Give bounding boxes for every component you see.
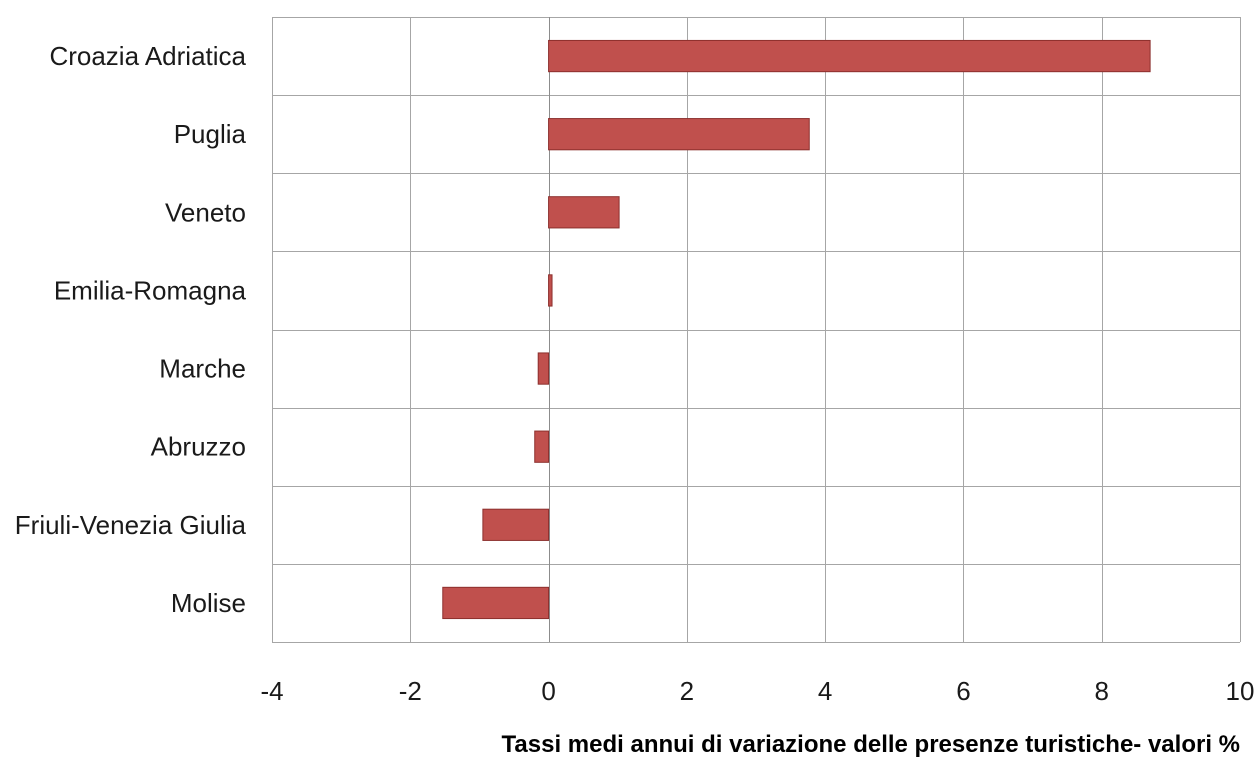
bar-layer [442, 39, 1151, 620]
x-tick-label: 4 [818, 676, 832, 706]
category-label: Croazia Adriatica [49, 41, 246, 71]
category-label: Emilia-Romagna [54, 275, 247, 305]
x-tick-label: 8 [1094, 676, 1108, 706]
x-tick-label: 10 [1226, 676, 1255, 706]
category-label: Friuli-Venezia Giulia [15, 510, 247, 540]
x-axis-ticks: -4 -2 0 2 4 6 8 10 [260, 676, 1254, 706]
category-label: Molise [171, 588, 246, 618]
category-label: Puglia [174, 119, 247, 149]
bar [548, 39, 1151, 73]
grid-layer [272, 17, 1241, 643]
bar [548, 274, 553, 307]
x-tick-label: 2 [680, 676, 694, 706]
category-labels: Croazia Adriatica Puglia Veneto Emilia-Roma… [15, 41, 247, 618]
category-label: Marche [159, 354, 246, 384]
x-tick-label: 6 [956, 676, 970, 706]
bar [482, 508, 550, 541]
bar [442, 586, 550, 620]
bar [548, 118, 810, 151]
x-tick-label: 0 [541, 676, 555, 706]
bar [534, 430, 550, 463]
bar [537, 352, 550, 385]
bar [548, 196, 620, 229]
x-axis-title: Tassi medi annui di variazione delle pre… [502, 731, 1240, 758]
x-tick-label: -2 [399, 676, 422, 706]
category-label: Abruzzo [151, 432, 246, 462]
x-tick-label: -4 [260, 676, 283, 706]
category-label: Veneto [165, 197, 246, 227]
